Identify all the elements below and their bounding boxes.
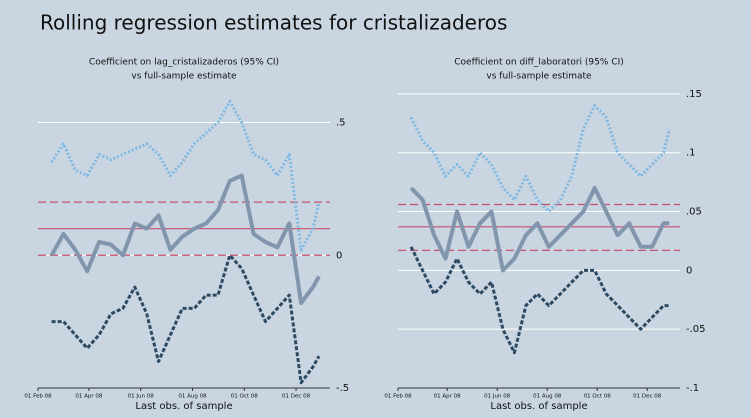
y-tick-label: -.05 xyxy=(686,324,706,335)
series-line xyxy=(49,173,321,305)
panel-subtitle: vs full-sample estimate xyxy=(131,72,237,82)
chart-title: Rolling regression estimates for cristal… xyxy=(40,11,507,35)
x-tick-label: 01 Apr 08 xyxy=(434,394,462,400)
y-tick-label: .1 xyxy=(686,148,696,159)
x-tick-label: 01 Feb 08 xyxy=(24,394,52,400)
panel-title: Coefficient on diff_laboratori (95% CI) xyxy=(454,58,623,68)
x-axis-label: Last obs. of sample xyxy=(135,401,232,412)
series-line xyxy=(50,99,321,252)
x-tick-label: 01 Jun 08 xyxy=(484,394,511,400)
x-tick-label: 01 Oct 08 xyxy=(231,394,259,400)
x-tick-label: 01 Aug 08 xyxy=(533,394,562,400)
series-line xyxy=(409,246,670,355)
y-tick-label: -.1 xyxy=(686,383,699,394)
x-tick-label: 01 Aug 08 xyxy=(178,394,207,400)
x-tick-label: 01 Feb 08 xyxy=(384,394,412,400)
x-tick-label: 01 Dec 08 xyxy=(282,394,311,400)
x-axis-label: Last obs. of sample xyxy=(490,401,587,412)
series-line xyxy=(409,186,670,273)
y-tick-label: 0 xyxy=(686,265,692,276)
y-tick-label: .05 xyxy=(686,207,702,218)
x-tick-label: 01 Apr 08 xyxy=(75,394,103,400)
series-line xyxy=(409,104,671,213)
y-tick-label: .15 xyxy=(686,89,702,100)
x-tick-label: 01 Dec 08 xyxy=(633,394,662,400)
panel-subtitle: vs full-sample estimate xyxy=(486,72,592,82)
x-tick-label: 01 Jun 08 xyxy=(128,394,155,400)
x-tick-label: 01 Oct 08 xyxy=(584,394,612,400)
y-tick-label: -.5 xyxy=(336,383,349,394)
series-line xyxy=(51,253,321,385)
panel-title: Coefficient on lag_cristalizaderos (95% … xyxy=(89,58,279,68)
y-tick-label: .5 xyxy=(336,118,346,129)
y-tick-label: 0 xyxy=(336,250,342,261)
